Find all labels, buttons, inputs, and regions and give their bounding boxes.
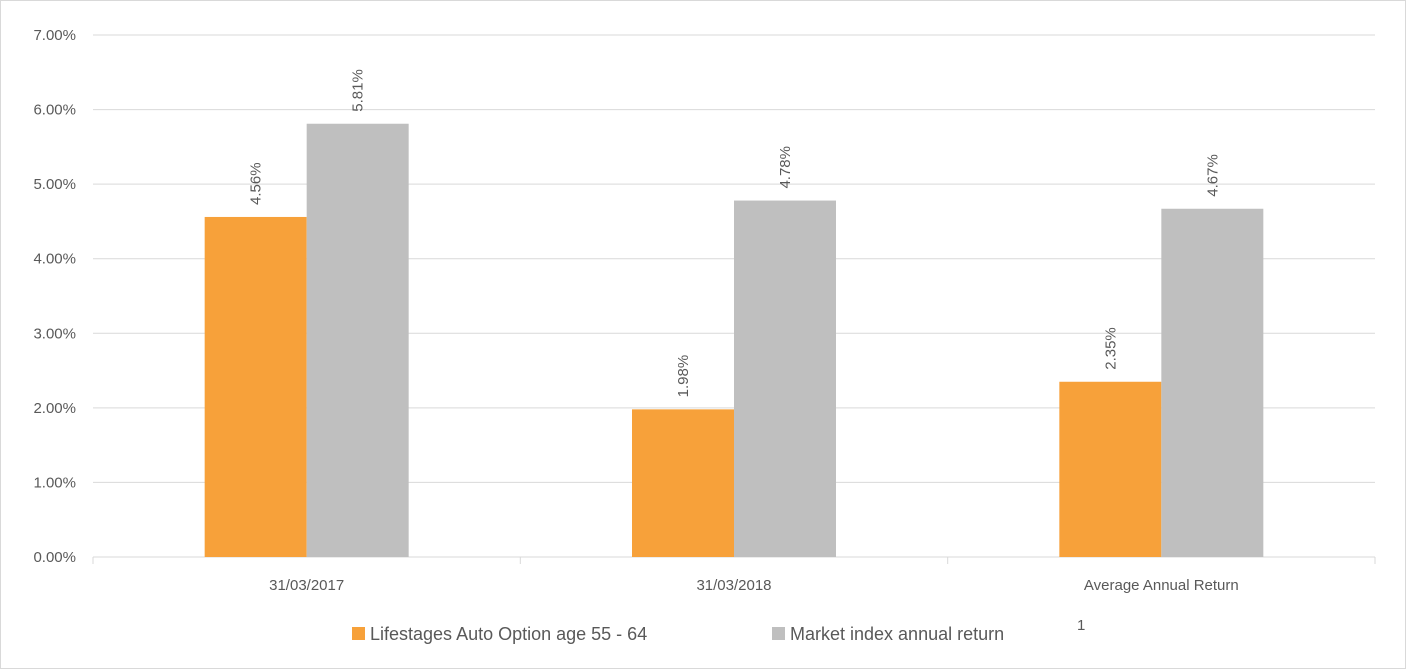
y-tick-label: 4.00% — [33, 251, 76, 268]
bar — [1161, 208, 1264, 557]
y-tick-label: 6.00% — [33, 102, 76, 119]
legend-label: Lifestages Auto Option age 55 - 64 — [370, 624, 647, 644]
data-label: 4.56% — [248, 162, 265, 205]
y-tick-label: 1.00% — [33, 474, 76, 491]
data-label: 2.35% — [1102, 327, 1119, 370]
y-tick-label: 0.00% — [33, 549, 76, 566]
legend-label: Market index annual return — [790, 624, 1004, 644]
bar — [632, 409, 734, 557]
bar — [734, 200, 836, 557]
legend-swatch — [352, 627, 365, 640]
y-tick-label: 3.00% — [33, 325, 76, 342]
legend-footnote-marker: 1 — [1077, 617, 1085, 634]
bar — [204, 216, 307, 557]
data-label: 4.67% — [1204, 154, 1221, 197]
x-tick-label: 31/03/2017 — [269, 577, 344, 594]
x-tick-label: 31/03/2018 — [696, 577, 771, 594]
y-tick-label: 7.00% — [33, 27, 76, 44]
data-label: 1.98% — [675, 355, 692, 398]
y-tick-label: 5.00% — [33, 176, 76, 193]
x-tick-label: Average Annual Return — [1084, 577, 1239, 594]
data-label: 4.78% — [777, 146, 794, 189]
data-label: 5.81% — [350, 69, 367, 112]
legend-swatch — [772, 627, 785, 640]
y-tick-label: 2.00% — [33, 400, 76, 417]
bar — [306, 123, 409, 558]
bar — [1059, 381, 1162, 557]
